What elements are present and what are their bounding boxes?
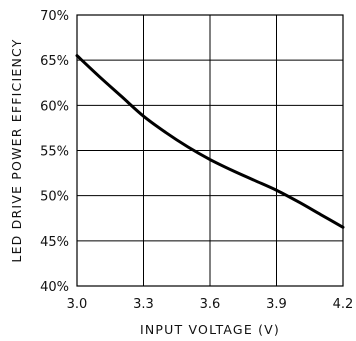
x-tick-label: 3.6 <box>200 297 221 312</box>
x-tick-label: 4.2 <box>333 297 354 312</box>
y-tick-label: 65% <box>40 54 69 69</box>
plot-area-frame <box>76 14 344 287</box>
y-tick-label: 55% <box>40 145 69 160</box>
x-tick-label: 3.0 <box>67 297 88 312</box>
y-tick-label: 60% <box>40 99 69 114</box>
y-tick-label: 40% <box>40 280 69 295</box>
y-axis-title: LED DRIVE POWER EFFICIENCY <box>9 38 24 262</box>
y-tick-label: 45% <box>40 235 69 250</box>
y-tick-label: 70% <box>40 9 69 24</box>
y-tick-label: 50% <box>40 190 69 205</box>
x-tick-label: 3.9 <box>266 297 287 312</box>
x-tick-label: 3.3 <box>133 297 154 312</box>
y-tick-labels: 40% 45% 50% 55% 60% 65% 70% <box>40 9 69 295</box>
x-tick-labels: 3.0 3.3 3.6 3.9 4.2 <box>67 297 354 312</box>
series-layer <box>75 54 345 229</box>
grid <box>77 15 343 286</box>
x-axis-title: INPUT VOLTAGE (V) <box>140 322 280 337</box>
efficiency-curve <box>75 54 345 229</box>
